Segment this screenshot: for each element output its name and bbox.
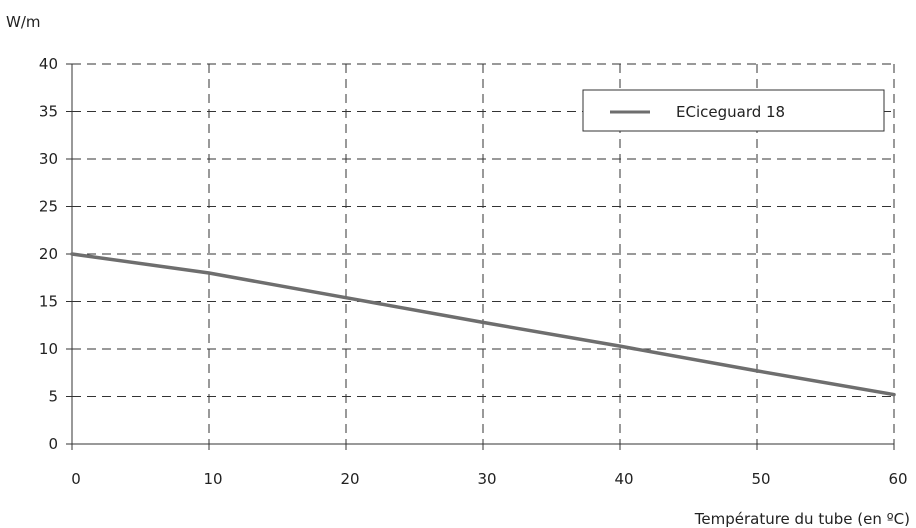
x-tick-label: 40 (614, 470, 633, 488)
y-tick-label: 10 (39, 340, 58, 358)
y-axis-label: W/m (6, 13, 41, 31)
y-tick-label: 20 (39, 245, 58, 263)
grid-lines (72, 63, 895, 444)
x-tick-label: 20 (340, 470, 359, 488)
x-tick-label: 30 (477, 470, 496, 488)
y-tick-label: 40 (39, 55, 58, 73)
x-axis-label: Température du tube (en ºC) (694, 510, 910, 528)
y-tick-label: 35 (39, 103, 58, 121)
series-line (70, 252, 896, 397)
y-tick-label: 0 (48, 435, 58, 453)
x-tick-label: 10 (203, 470, 222, 488)
x-tick-label: 0 (71, 470, 81, 488)
legend-label: ECiceguard 18 (676, 103, 785, 121)
x-tick-labels: 0 10 20 30 40 50 60 (71, 470, 907, 488)
x-tick-label: 60 (888, 470, 907, 488)
axes (66, 63, 895, 450)
series-group (70, 252, 896, 397)
y-tick-labels: 0 5 10 15 20 25 30 35 40 (39, 55, 58, 453)
y-tick-label: 15 (39, 293, 58, 311)
y-tick-label: 25 (39, 198, 58, 216)
y-tick-label: 30 (39, 150, 58, 168)
y-tick-label: 5 (48, 388, 58, 406)
x-tick-label: 50 (751, 470, 770, 488)
legend: ECiceguard 18 (582, 89, 885, 132)
